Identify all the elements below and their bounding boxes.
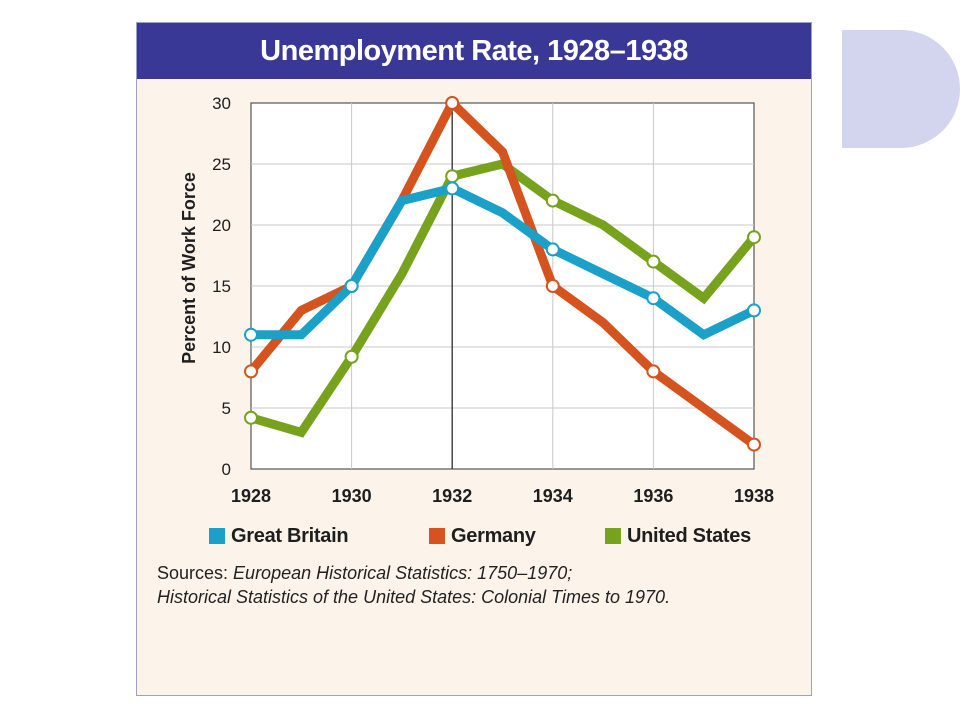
y-tick-label-30: 30 bbox=[212, 94, 231, 113]
sources-line-1: Sources: European Historical Statistics:… bbox=[157, 561, 797, 585]
legend-label-great-britain: Great Britain bbox=[231, 524, 349, 547]
sources-prefix: Sources: bbox=[157, 563, 234, 583]
chart-panel: Unemployment Rate, 1928–1938 0 5 10 15 20 25 3… bbox=[136, 22, 812, 696]
x-tick-label-1936: 1936 bbox=[633, 486, 673, 506]
legend-item-united-states: United States bbox=[605, 522, 751, 550]
x-tick-label-1938: 1938 bbox=[734, 486, 774, 506]
data-point-united-states-1930 bbox=[344, 349, 359, 364]
y-tick-label-25: 25 bbox=[212, 155, 231, 174]
data-point-great-britain-1930 bbox=[344, 279, 359, 293]
data-point-great-britain-1932 bbox=[445, 181, 460, 196]
data-point-united-states-1936 bbox=[646, 254, 661, 269]
data-point-united-states-1934 bbox=[545, 193, 560, 208]
legend-swatch-united-states bbox=[605, 528, 621, 544]
chart-sources: Sources: European Historical Statistics:… bbox=[157, 561, 797, 609]
y-tick-label-0: 0 bbox=[222, 460, 231, 479]
y-tick-label-15: 15 bbox=[212, 277, 231, 296]
series-line-great-britain bbox=[251, 183, 756, 341]
data-point-germany-1936 bbox=[646, 364, 661, 379]
series-line-germany bbox=[247, 95, 757, 449]
data-point-great-britain-1934 bbox=[545, 242, 560, 257]
x-tick-label-1930: 1930 bbox=[332, 486, 372, 506]
data-point-united-states-1938 bbox=[747, 230, 761, 245]
legend-item-germany: Germany bbox=[429, 522, 536, 550]
x-tick-label-1932: 1932 bbox=[432, 486, 472, 506]
x-tick-label-1934: 1934 bbox=[533, 486, 573, 506]
legend-swatch-germany bbox=[429, 528, 445, 544]
y-tick-label-10: 10 bbox=[212, 338, 231, 357]
data-point-great-britain-1928 bbox=[244, 327, 258, 342]
data-point-germany-1938 bbox=[747, 437, 761, 452]
data-point-germany-1928 bbox=[244, 364, 258, 379]
y-axis-label: Percent of Work Force bbox=[179, 172, 199, 364]
line-chart: 0 5 10 15 20 25 30 1928 1930 1932 1934 1936 1938 Perc… bbox=[179, 94, 774, 506]
data-point-united-states-1928 bbox=[244, 410, 258, 425]
y-tick-label-5: 5 bbox=[222, 399, 231, 418]
decorative-circle bbox=[842, 30, 960, 148]
legend-swatch-great-britain bbox=[209, 528, 225, 544]
data-point-germany-1934 bbox=[545, 279, 560, 293]
legend-item-great-britain: Great Britain bbox=[209, 522, 349, 550]
legend-label-germany: Germany bbox=[451, 524, 536, 547]
data-point-great-britain-1936 bbox=[646, 291, 661, 306]
data-point-united-states-1932 bbox=[445, 169, 460, 184]
chart-title: Unemployment Rate, 1928–1938 bbox=[137, 23, 811, 79]
sources-text-2: Historical Statistics of the United Stat… bbox=[157, 587, 671, 607]
data-point-germany-1932 bbox=[445, 96, 460, 110]
y-tick-label-20: 20 bbox=[212, 216, 231, 235]
legend-label-united-states: United States bbox=[627, 524, 751, 547]
x-tick-label-1928: 1928 bbox=[231, 486, 271, 506]
chart-legend: Great Britain Germany United States bbox=[137, 522, 811, 550]
sources-text-1: European Historical Statistics: 1750–197… bbox=[233, 563, 573, 583]
data-point-great-britain-1938 bbox=[747, 303, 761, 318]
sources-line-2: Historical Statistics of the United Stat… bbox=[157, 585, 797, 609]
